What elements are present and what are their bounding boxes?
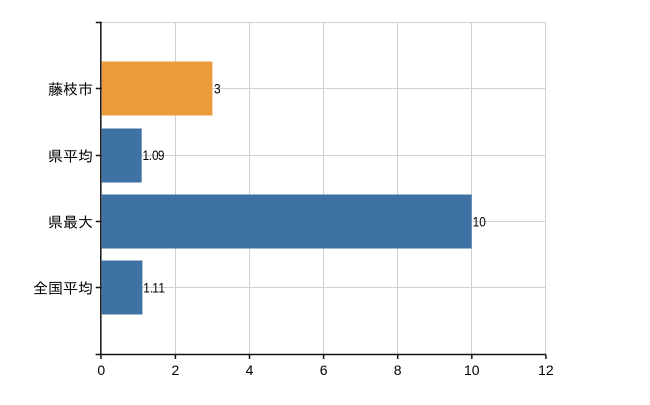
svg-text:3: 3	[214, 81, 221, 97]
svg-text:4: 4	[246, 362, 254, 378]
svg-text:1.11: 1.11	[143, 279, 165, 295]
svg-text:6: 6	[320, 362, 328, 378]
svg-text:10: 10	[473, 213, 486, 229]
svg-text:1.09: 1.09	[143, 147, 165, 163]
svg-text:10: 10	[464, 362, 480, 378]
svg-text:12: 12	[538, 362, 554, 378]
svg-text:2: 2	[172, 362, 180, 378]
svg-text:8: 8	[394, 362, 402, 378]
svg-text:0: 0	[97, 362, 105, 378]
